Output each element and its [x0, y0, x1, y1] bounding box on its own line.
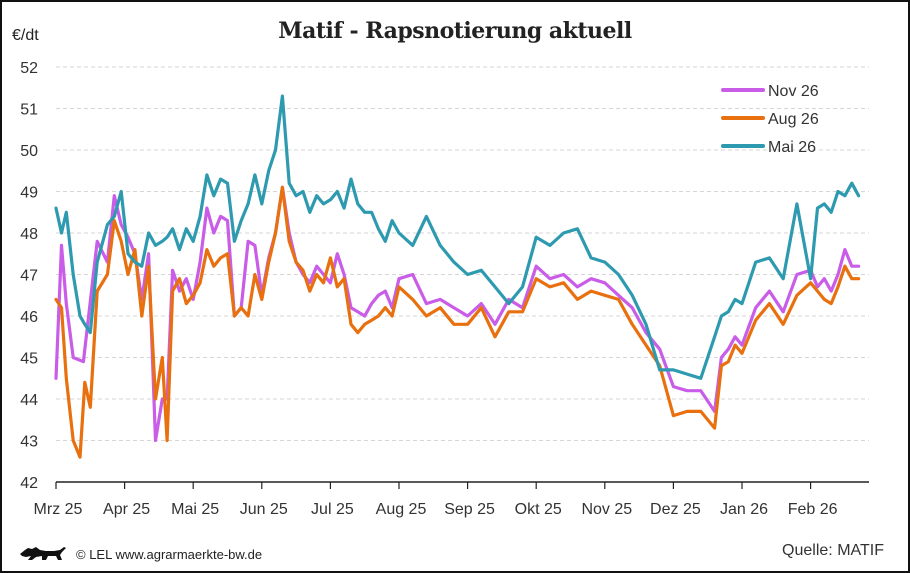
legend-label: Nov 26	[768, 83, 819, 100]
x-tick-label: Feb 26	[788, 501, 838, 518]
gridlines	[56, 66, 869, 441]
legend-label: Mai 26	[768, 139, 816, 156]
series-line-nov-26	[54, 185, 861, 443]
x-tick-label: Dez 25	[650, 501, 701, 518]
copyright-text: © LEL www.agrarmaerkte-bw.de	[76, 546, 263, 562]
x-tick-label: Mai 25	[171, 501, 219, 518]
x-axis: Mrz 25 Apr 25 Mai 25 Jun 25 Jul 25 Aug 25 Sep …	[34, 481, 869, 518]
y-tick-label: 50	[20, 143, 38, 160]
source-label: Quelle: MATIF	[782, 542, 884, 559]
x-tick-label: Jul 25	[311, 501, 354, 518]
y-tick-label: 51	[20, 102, 38, 119]
y-tick-label: 49	[20, 185, 38, 202]
x-tick-label: Okt 25	[515, 501, 562, 518]
y-axis-unit-label: €/dt	[12, 27, 39, 44]
y-tick-label: 52	[20, 60, 38, 77]
y-tick-label: 44	[20, 392, 38, 409]
y-tick-label: 43	[20, 434, 38, 451]
x-tick-label: Jun 25	[240, 501, 288, 518]
y-tick-label: 46	[20, 309, 38, 326]
y-tick-label: 42	[20, 475, 38, 492]
x-tick-label: Aug 25	[376, 501, 427, 518]
x-tick-label: Sep 25	[444, 501, 495, 518]
legend-label: Aug 26	[768, 111, 819, 128]
chart-title: Matif - Rapsnotierung aktuell	[278, 18, 632, 44]
series-line-mai-26	[54, 94, 861, 380]
y-axis-ticks: 42 43 44 45 46 47 48 49 50 51 52	[20, 60, 38, 492]
x-tick-label: Apr 25	[103, 501, 150, 518]
y-tick-label: 48	[20, 226, 38, 243]
x-tick-label: Jan 26	[720, 501, 768, 518]
y-tick-label: 47	[20, 268, 38, 285]
legend: Nov 26 Aug 26 Mai 26	[721, 83, 819, 156]
footer-credit: © LEL www.agrarmaerkte-bw.de	[18, 544, 262, 564]
series-line-aug-26	[54, 185, 861, 459]
x-tick-label: Mrz 25	[34, 501, 83, 518]
series-lines	[54, 94, 861, 459]
lion-icon	[20, 547, 66, 560]
x-tick-label: Nov 25	[581, 501, 632, 518]
y-tick-label: 45	[20, 351, 38, 368]
